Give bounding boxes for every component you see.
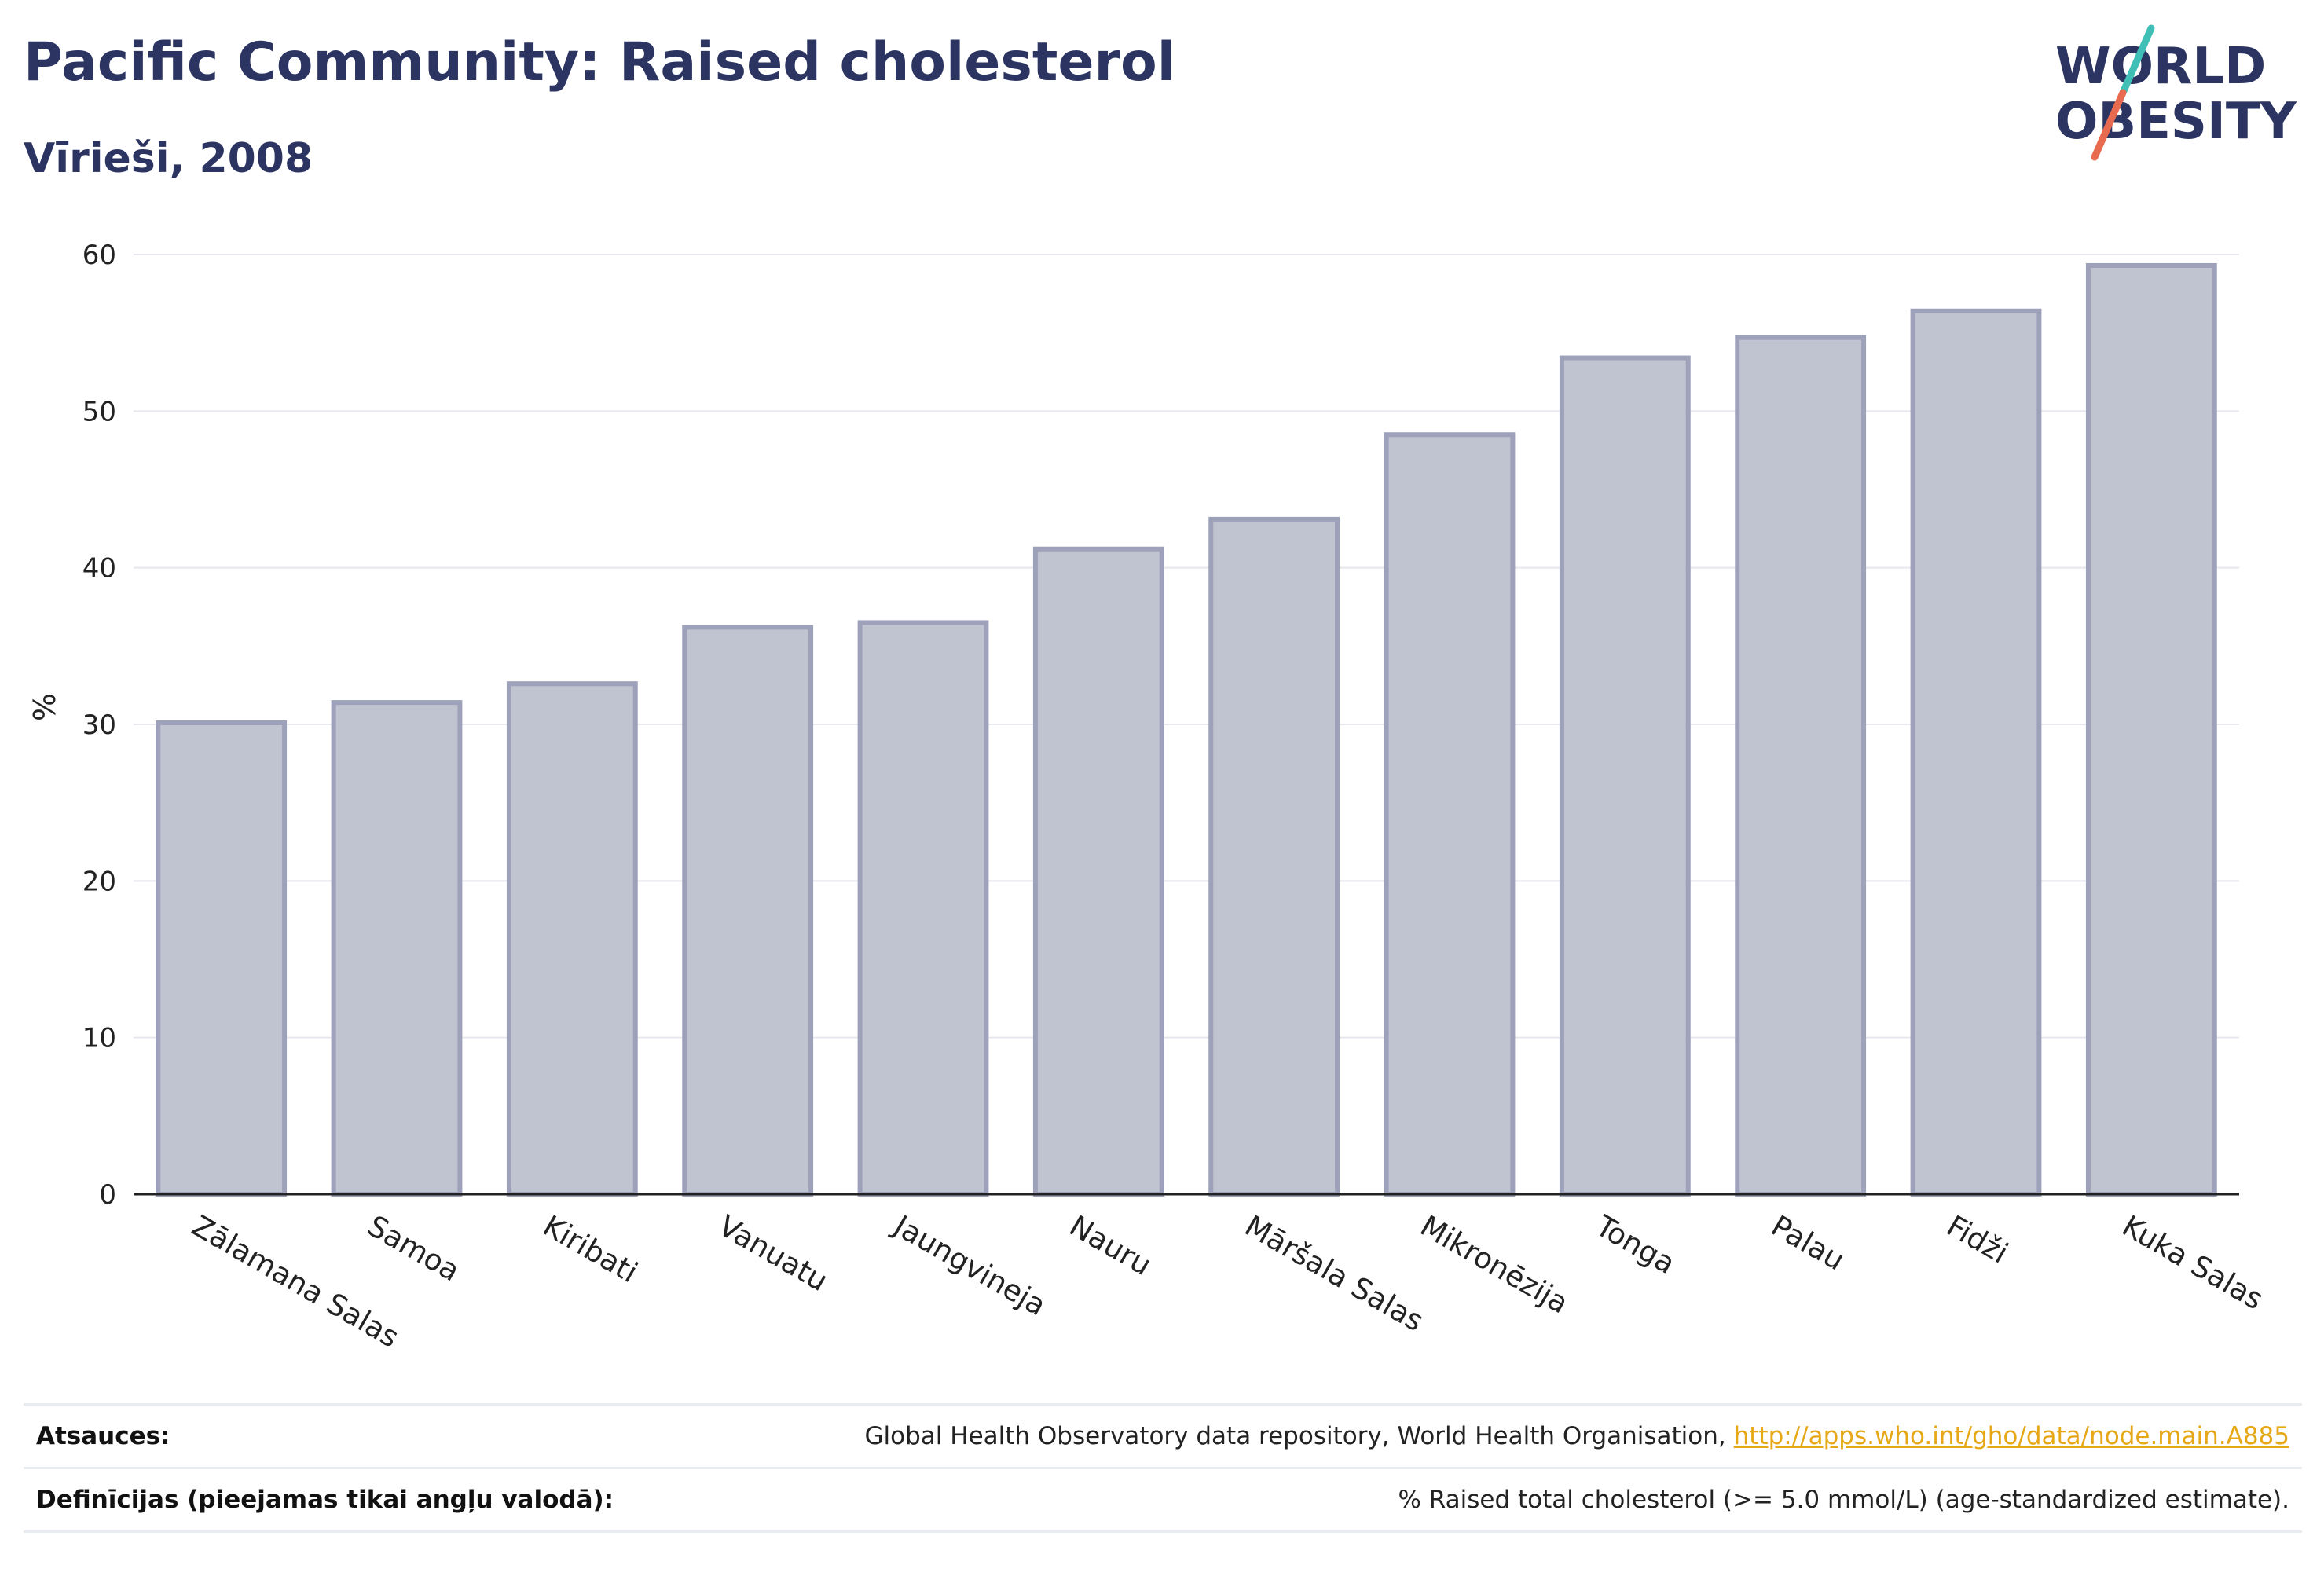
y-tick-label: 60 (82, 240, 116, 271)
logo-text-obesity: OBESITY (2055, 93, 2297, 151)
y-tick-label: 20 (82, 866, 116, 897)
bars (156, 262, 2217, 1197)
sources-value: Global Health Observatory data repositor… (865, 1422, 2302, 1450)
definitions-value: % Raised total cholesterol (>= 5.0 mmol/… (1398, 1486, 2289, 1514)
logo-text-world: WORLD (2055, 38, 2266, 96)
y-tick-labels: 0 10 20 30 40 50 60 (82, 240, 116, 1211)
grid-lines (134, 254, 2239, 1039)
x-tick-label: Fidži (1941, 1209, 2014, 1270)
bar (506, 681, 638, 1197)
chart-notes: Atsauces: Global Health Observatory data… (24, 1403, 2302, 1533)
bar (156, 720, 288, 1197)
x-tick-label: Vanuatu (713, 1209, 834, 1299)
x-tick-label: Palau (1765, 1209, 1850, 1277)
sources-row: Atsauces: Global Health Observatory data… (24, 1403, 2302, 1467)
y-tick-label: 40 (82, 553, 116, 585)
chart-subtitle: Vīrieši, 2008 (24, 135, 313, 182)
bar (1910, 308, 2042, 1197)
x-tick-label: Kiribati (537, 1209, 643, 1290)
x-tick-label: Kuka Salas (2117, 1209, 2269, 1317)
bar (857, 620, 989, 1197)
bar (682, 625, 814, 1197)
bar (1032, 546, 1164, 1197)
sources-link[interactable]: http://apps.who.int/gho/data/node.main.A… (1733, 1422, 2289, 1450)
x-tick-label: Nauru (1064, 1209, 1157, 1282)
bar (1384, 432, 1516, 1197)
y-tick-label: 0 (99, 1179, 116, 1211)
x-tick-label: Mikronēzija (1415, 1209, 1574, 1321)
y-axis-label: % (27, 693, 62, 721)
y-tick-label: 30 (82, 709, 116, 741)
bar (2085, 262, 2217, 1197)
logo-slash-teal (2119, 24, 2155, 97)
definitions-row: Definīcijas (pieejamas tikai angļu valod… (24, 1467, 2302, 1533)
chart-title: Pacific Community: Raised cholesterol (24, 31, 1176, 93)
x-tick-label: Tonga (1589, 1208, 1681, 1281)
sources-label: Atsauces: (36, 1422, 170, 1450)
world-obesity-logo: WORLD OBESITY (2055, 24, 2297, 161)
bar (1208, 516, 1340, 1197)
x-tick-label: Jaungvineja (887, 1208, 1052, 1323)
logo-slash-coral (2091, 89, 2127, 161)
bar (1735, 335, 1867, 1197)
x-tick-label: Samoa (362, 1209, 466, 1288)
bar (1559, 355, 1691, 1197)
bar (331, 700, 463, 1197)
sources-text: Global Health Observatory data repositor… (864, 1422, 1734, 1450)
definitions-label: Definīcijas (pieejamas tikai angļu valod… (36, 1486, 614, 1514)
y-tick-label: 10 (82, 1023, 116, 1054)
x-tick-label: Māršala Salas (1239, 1209, 1429, 1339)
y-tick-label: 50 (82, 396, 116, 427)
